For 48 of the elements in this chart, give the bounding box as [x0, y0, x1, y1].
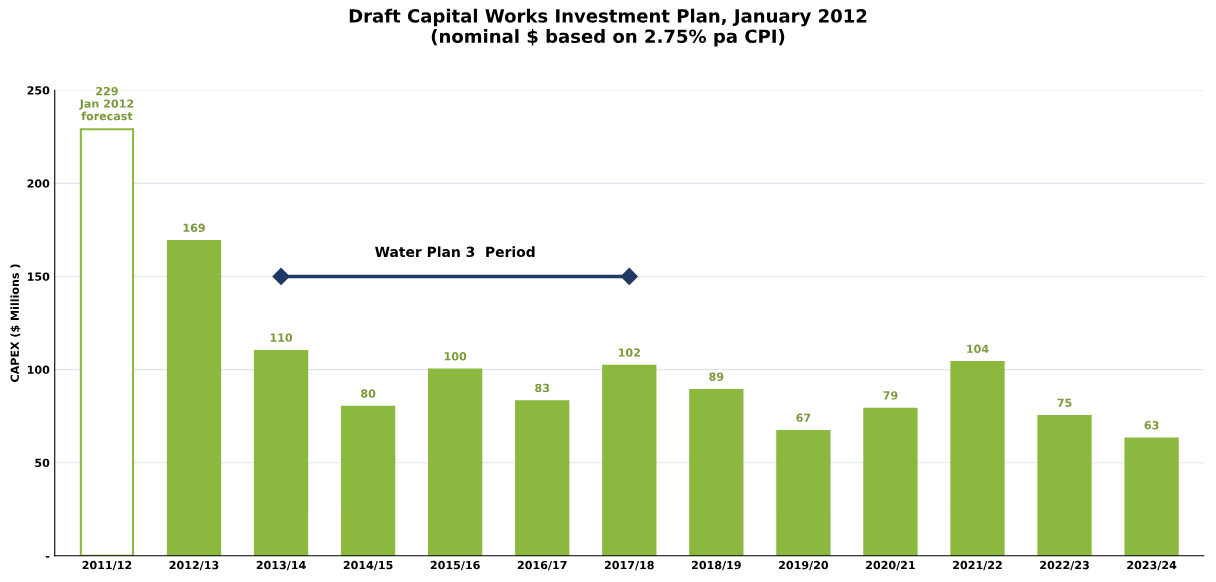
bar: [776, 429, 831, 556]
y-tick-label: 50: [35, 458, 50, 468]
y-axis-title: CAPEX ($ Millions ): [10, 264, 21, 382]
data-label: 169: [183, 223, 205, 232]
data-label: 67: [796, 413, 811, 422]
x-tick-label: 2020/21: [866, 560, 915, 571]
x-tick-label: 2012/13: [169, 560, 219, 571]
bar: [1124, 437, 1179, 556]
bar: [1037, 415, 1092, 556]
bar: [689, 389, 744, 556]
data-label: 63: [1144, 420, 1159, 430]
data-label: 80: [361, 389, 376, 398]
bar: [863, 407, 918, 556]
y-tick-label: 150: [27, 272, 50, 281]
x-tick-label: 2018/19: [691, 560, 741, 571]
x-tick-label: 2019/20: [779, 560, 829, 571]
data-label: 83: [535, 383, 550, 393]
bar: [253, 349, 309, 556]
x-tick-label: 2022/23: [1040, 560, 1089, 571]
bar: [950, 361, 1005, 556]
data-label: 102: [618, 348, 640, 357]
x-tick-label: 2015/16: [430, 560, 480, 571]
series-label: Water Plan 3 Period: [375, 246, 535, 258]
y-tick-label: -: [45, 556, 50, 558]
data-label: 229 Jan 2012 forecast: [79, 86, 134, 121]
chart-title: Draft Capital Works Investment Plan, January 2012 (nominal $ based on 2.75% pa CPI): [349, 8, 867, 47]
data-label: 75: [1057, 398, 1072, 408]
data-label: 100: [444, 352, 467, 361]
x-tick-label: 2013/14: [256, 560, 306, 571]
y-tick-label: 100: [27, 365, 50, 374]
bar: [602, 364, 657, 556]
x-tick-label: 2014/15: [343, 560, 393, 571]
x-tick-label: 2016/17: [517, 560, 567, 571]
y-tick-label: 200: [27, 179, 50, 188]
x-tick-label: 2017/18: [604, 560, 654, 571]
x-tick-label: 2021/22: [953, 560, 1002, 571]
data-label: 104: [967, 344, 989, 354]
data-label: 79: [883, 391, 898, 400]
bar: [79, 128, 135, 556]
data-label: 110: [270, 333, 293, 342]
x-tick-label: 2023/24: [1127, 560, 1177, 571]
x-tick-label: 2011/12: [82, 560, 132, 571]
y-tick-label: 250: [27, 86, 50, 95]
bar: [515, 400, 570, 556]
bar: [340, 405, 396, 556]
data-label: 89: [709, 372, 724, 381]
bar: [166, 240, 222, 556]
bar: [428, 368, 483, 556]
